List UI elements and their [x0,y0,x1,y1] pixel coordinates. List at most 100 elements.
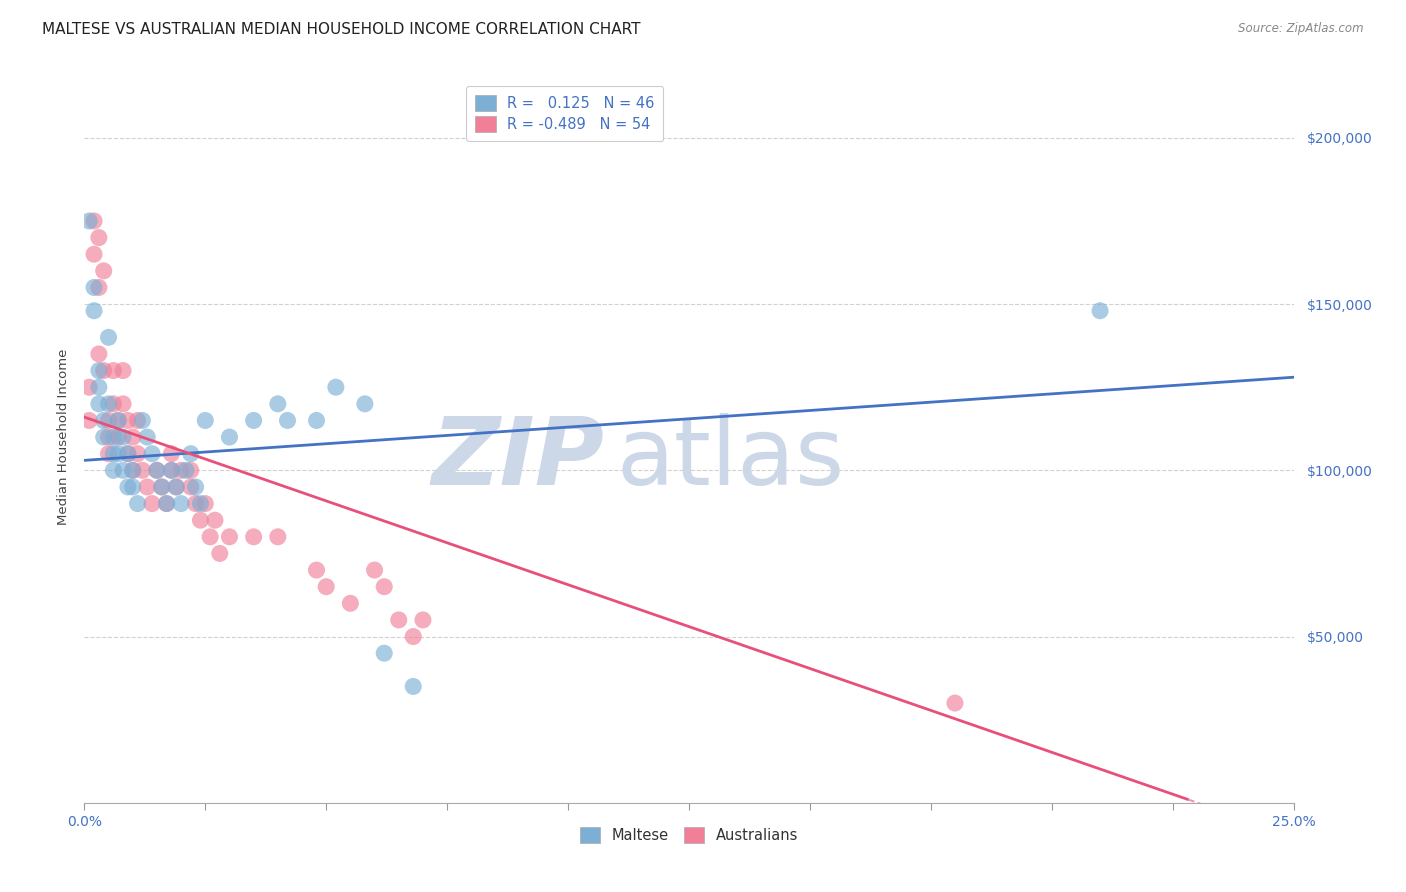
Point [402,680,425,694]
Point [170,497,193,511]
Point [190,497,212,511]
Point [339,596,361,610]
Point [136,430,159,444]
Point [93,264,115,278]
Point [180,447,202,461]
Point [208,546,231,560]
Point [160,463,183,477]
Point [190,513,212,527]
Point [93,363,115,377]
Point [97,397,120,411]
Point [87,397,110,411]
Text: ZIP: ZIP [432,413,605,505]
Point [305,413,328,427]
Point [363,563,385,577]
Point [127,413,149,427]
Point [180,480,202,494]
Point [107,413,129,427]
Point [87,363,110,377]
Point [146,463,169,477]
Point [388,613,411,627]
Point [165,480,187,494]
Point [276,413,298,427]
Point [103,397,125,411]
Point [194,497,217,511]
Point [141,447,163,461]
Point [83,303,105,318]
Point [150,480,173,494]
Point [131,463,153,477]
Point [117,480,139,494]
Point [83,280,105,294]
Point [121,480,143,494]
Point [77,413,100,427]
Point [184,480,207,494]
Point [325,380,347,394]
Point [402,630,425,644]
Point [103,463,125,477]
Point [194,413,217,427]
Point [87,280,110,294]
Point [218,530,240,544]
Point [943,696,966,710]
Point [165,480,187,494]
Legend: Maltese, Australians: Maltese, Australians [572,820,806,850]
Point [97,447,120,461]
Point [146,463,169,477]
Point [93,430,115,444]
Text: atlas: atlas [616,413,845,505]
Point [127,447,149,461]
Point [121,463,143,477]
Point [131,413,153,427]
Point [112,430,135,444]
Point [305,563,328,577]
Point [103,447,125,461]
Point [198,530,221,544]
Point [242,530,264,544]
Point [204,513,226,527]
Point [112,363,135,377]
Point [93,413,115,427]
Point [103,430,125,444]
Point [267,397,290,411]
Point [97,413,120,427]
Point [83,247,105,261]
Point [97,430,120,444]
Point [160,447,183,461]
Point [373,580,395,594]
Point [170,463,193,477]
Point [117,447,139,461]
Point [121,430,143,444]
Text: Source: ZipAtlas.com: Source: ZipAtlas.com [1239,22,1364,36]
Point [112,463,135,477]
Point [107,447,129,461]
Point [83,214,105,228]
Y-axis label: Median Household Income: Median Household Income [58,349,70,525]
Point [373,646,395,660]
Point [412,613,434,627]
Point [315,580,337,594]
Point [77,214,100,228]
Point [117,447,139,461]
Point [87,347,110,361]
Point [180,463,202,477]
Point [354,397,377,411]
Point [242,413,264,427]
Point [155,497,177,511]
Point [117,413,139,427]
Point [103,363,125,377]
Point [1088,303,1111,318]
Point [150,480,173,494]
Point [121,463,143,477]
Point [174,463,197,477]
Point [112,397,135,411]
Point [218,430,240,444]
Point [87,230,110,244]
Point [107,430,129,444]
Point [97,330,120,344]
Point [136,480,159,494]
Point [87,380,110,394]
Point [267,530,290,544]
Point [141,497,163,511]
Text: MALTESE VS AUSTRALIAN MEDIAN HOUSEHOLD INCOME CORRELATION CHART: MALTESE VS AUSTRALIAN MEDIAN HOUSEHOLD I… [42,22,641,37]
